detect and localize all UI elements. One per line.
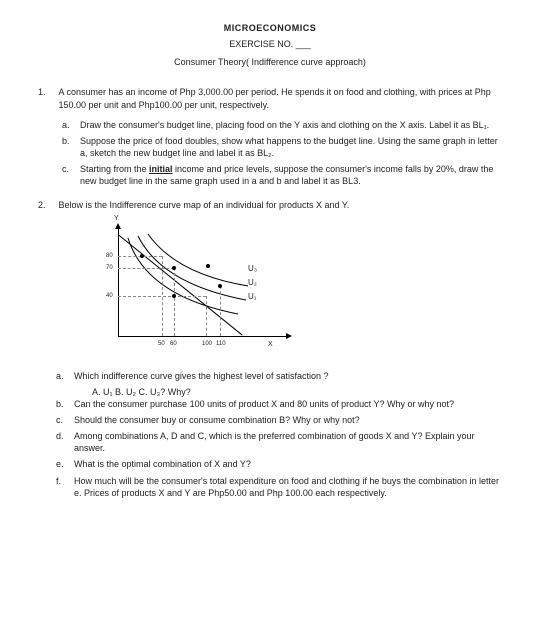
- dash-b-v: [206, 296, 207, 336]
- xtick-50: 50: [158, 340, 165, 348]
- q2-number: 2.: [38, 199, 56, 211]
- xtick-100: 100: [202, 340, 212, 348]
- q2-d: d.Among combinations A, D and C, which i…: [56, 430, 502, 454]
- dash-d-h: [118, 268, 174, 269]
- point-b: [172, 294, 176, 298]
- document-header: MICROECONOMICS EXERCISE NO. Consumer The…: [38, 22, 502, 68]
- q2-a-options: A. U₁ B. U₂ C. U₃? Why?: [92, 386, 502, 398]
- q1-c: c.Starting from the initial income and p…: [62, 163, 502, 187]
- dash-c-v: [220, 286, 221, 336]
- x-axis: [118, 336, 288, 337]
- q1-a: a.Draw the consumer's budget line, placi…: [62, 119, 502, 131]
- point-e: [206, 264, 210, 268]
- exercise-no: EXERCISE NO.: [38, 38, 502, 50]
- q2-text: Below is the Indifference curve map of a…: [59, 199, 501, 211]
- q2-a: a.Which indifference curve gives the hig…: [56, 370, 502, 382]
- u2-label: U₂: [248, 278, 257, 289]
- ytick-40: 40: [106, 292, 113, 300]
- x-axis-label: X: [268, 340, 273, 349]
- q1-b: b.Suppose the price of food doubles, sho…: [62, 135, 502, 159]
- point-d: [172, 266, 176, 270]
- ytick-70: 70: [106, 264, 113, 272]
- xtick-60: 60: [170, 340, 177, 348]
- dash-d-v: [174, 268, 175, 336]
- q1-text: A consumer has an income of Php 3,000.00…: [59, 86, 501, 110]
- q2-e: e.What is the optimal combination of X a…: [56, 458, 502, 470]
- question-1: 1. A consumer has an income of Php 3,000…: [38, 86, 502, 187]
- q2-c: c.Should the consumer buy or consume com…: [56, 414, 502, 426]
- y-axis-label: Y: [114, 214, 119, 223]
- q2-b: b.Can the consumer purchase 100 units of…: [56, 398, 502, 410]
- curves-svg: [118, 226, 288, 336]
- u1-label: U₁: [248, 292, 256, 303]
- q1-number: 1.: [38, 86, 56, 98]
- point-c: [218, 284, 222, 288]
- doc-subtitle: Consumer Theory( Indifference curve appr…: [38, 56, 502, 68]
- dash-b-h: [118, 296, 206, 297]
- u3-label: U₃: [248, 264, 257, 275]
- doc-title: MICROECONOMICS: [38, 22, 502, 34]
- q2-f: f.How much will be the consumer's total …: [56, 475, 502, 499]
- question-2: 2. Below is the Indifference curve map o…: [38, 199, 502, 211]
- indifference-chart: Y X 80 70 40 50 60 100 110 U₃ U₂ U₁: [98, 226, 298, 356]
- point-a: [140, 254, 144, 258]
- xtick-110: 110: [216, 340, 226, 348]
- ytick-80: 80: [106, 252, 113, 260]
